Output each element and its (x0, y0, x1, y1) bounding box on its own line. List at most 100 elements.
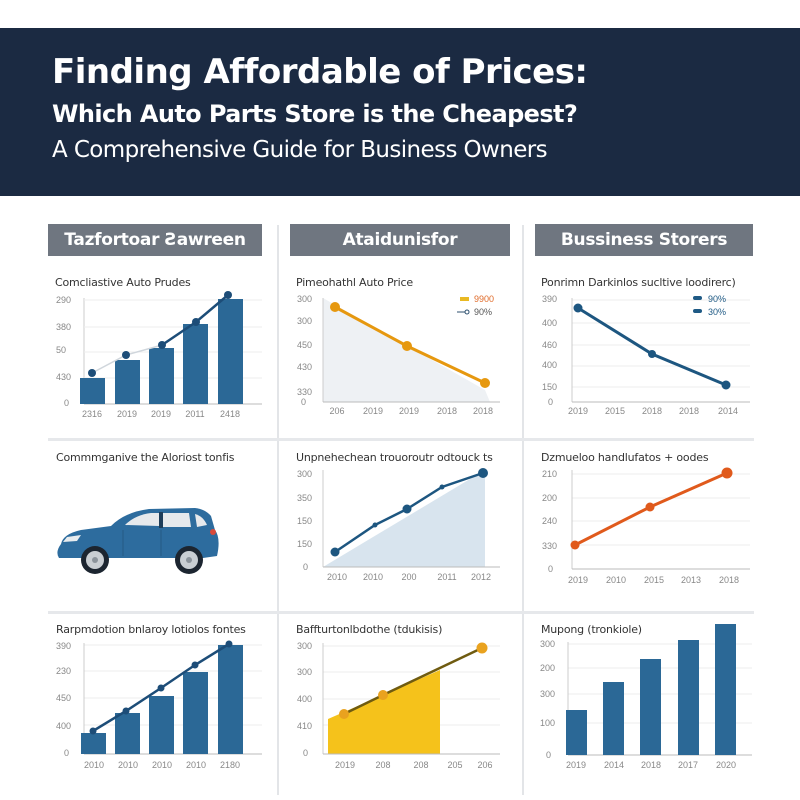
svg-text:200: 200 (540, 663, 555, 673)
area-chart-r1c2: 300 300 450 430 330 0 9900 90% 206 2019 … (297, 294, 500, 416)
svg-text:0: 0 (301, 397, 306, 407)
svg-text:300: 300 (297, 316, 312, 326)
svg-text:450: 450 (56, 693, 71, 703)
svg-text:30%: 30% (708, 307, 726, 317)
column-header-2: Ataidunisfor (290, 224, 510, 256)
bar (183, 324, 208, 404)
title-line-1: Finding Affordable of Prices: (52, 52, 588, 92)
svg-text:2180: 2180 (220, 760, 240, 770)
svg-text:2010: 2010 (118, 760, 138, 770)
chart-title: Comcliastive Auto Prudes (55, 276, 191, 289)
svg-text:2019: 2019 (568, 406, 588, 416)
title-line-2: Which Auto Parts Store is the Cheapest? (52, 100, 578, 128)
bar (115, 713, 140, 754)
svg-text:208: 208 (413, 760, 428, 770)
svg-text:206: 206 (329, 406, 344, 416)
row-divider (48, 611, 754, 614)
svg-text:150: 150 (297, 516, 312, 526)
svg-text:230: 230 (56, 666, 71, 676)
svg-text:208: 208 (375, 760, 390, 770)
line-chart-r1c3: 390 400 460 400 150 0 90% 30% 2019 2015 … (542, 294, 750, 416)
bar-chart-r3c3: 300 200 300 100 0 2019 2014 2018 2017 20… (540, 624, 752, 770)
svg-text:0: 0 (548, 564, 553, 574)
svg-text:240: 240 (542, 516, 557, 526)
svg-text:150: 150 (542, 382, 557, 392)
row-divider (48, 438, 754, 441)
svg-text:2012: 2012 (471, 572, 491, 582)
svg-text:200: 200 (542, 493, 557, 503)
svg-text:2015: 2015 (644, 575, 664, 585)
bar (566, 710, 587, 755)
svg-text:400: 400 (542, 318, 557, 328)
bar (640, 659, 661, 755)
svg-text:300: 300 (297, 294, 312, 304)
chart-title: Baffturtonlbdothe (tdukisis) (296, 623, 443, 636)
svg-text:400: 400 (56, 721, 71, 731)
svg-text:100: 100 (540, 718, 555, 728)
chart-title: Commmganive the Aloriost tonfis (56, 451, 235, 464)
svg-text:205: 205 (447, 760, 462, 770)
bar (218, 645, 243, 754)
svg-text:390: 390 (56, 641, 71, 651)
svg-text:2018: 2018 (641, 760, 661, 770)
chart-title: Pimeohathl Auto Price (296, 276, 413, 289)
svg-text:2010: 2010 (363, 572, 383, 582)
bar (603, 682, 624, 755)
svg-text:410: 410 (297, 721, 312, 731)
svg-text:290: 290 (56, 295, 71, 305)
svg-text:2418: 2418 (220, 409, 240, 419)
svg-text:350: 350 (297, 493, 312, 503)
svg-text:2019: 2019 (566, 760, 586, 770)
bar (81, 733, 106, 754)
column-divider (277, 225, 279, 795)
svg-text:2017: 2017 (678, 760, 698, 770)
svg-text:460: 460 (542, 340, 557, 350)
svg-text:200: 200 (401, 572, 416, 582)
bar (678, 640, 699, 755)
bar-chart-r1c1: 290 380 50 430 0 2316 2019 2019 2011 241… (56, 291, 262, 419)
bar-chart-r3c1: 390 230 450 400 0 2010 2010 2010 2010 21… (56, 640, 262, 770)
svg-text:2316: 2316 (82, 409, 102, 419)
bar (183, 672, 208, 754)
chart-title: Unpnehechean trouoroutr odtouck ts (296, 451, 493, 464)
svg-text:2018: 2018 (437, 406, 457, 416)
svg-text:2018: 2018 (473, 406, 493, 416)
svg-text:2019: 2019 (151, 409, 171, 419)
blue-car-icon (57, 508, 219, 574)
bar (715, 624, 736, 755)
svg-text:2014: 2014 (604, 760, 624, 770)
column-header-3: Bussiness Storers (535, 224, 753, 256)
svg-text:0: 0 (548, 397, 553, 407)
svg-text:0: 0 (64, 748, 69, 758)
chart-title: Ponrimn Darkinlos sucltive loodirerc) (541, 276, 736, 289)
area-chart-r2c2: 300 350 150 150 0 2010 2010 200 2011 201… (297, 468, 500, 582)
svg-text:2019: 2019 (568, 575, 588, 585)
svg-text:330: 330 (297, 387, 312, 397)
svg-text:150: 150 (297, 539, 312, 549)
svg-text:300: 300 (540, 639, 555, 649)
svg-text:0: 0 (64, 398, 69, 408)
bar (149, 696, 174, 754)
column-header-1: Tazfortoar Ƨawreen (48, 224, 262, 256)
title-line-3: A Comprehensive Guide for Business Owner… (52, 137, 548, 163)
chart-title: Rarpmdotion bnlaroy lotiolos fontes (56, 623, 246, 636)
svg-text:2013: 2013 (681, 575, 701, 585)
bar (218, 299, 243, 404)
svg-text:300: 300 (540, 689, 555, 699)
svg-text:300: 300 (297, 469, 312, 479)
bar (149, 348, 174, 404)
svg-text:430: 430 (56, 372, 71, 382)
svg-text:2019: 2019 (363, 406, 383, 416)
svg-text:210: 210 (542, 469, 557, 479)
svg-text:390: 390 (542, 294, 557, 304)
line-chart-r2c3: 210 200 240 330 0 2019 2010 2015 2013 20… (542, 467, 750, 585)
area-chart-r3c2: 300 300 400 410 0 2019 208 208 205 206 (297, 641, 500, 770)
svg-text:206: 206 (477, 760, 492, 770)
svg-text:2018: 2018 (642, 406, 662, 416)
svg-text:2018: 2018 (679, 406, 699, 416)
svg-text:300: 300 (297, 641, 312, 651)
svg-text:2011: 2011 (185, 409, 204, 419)
svg-text:380: 380 (56, 322, 71, 332)
svg-text:0: 0 (303, 562, 308, 572)
svg-text:2019: 2019 (117, 409, 137, 419)
